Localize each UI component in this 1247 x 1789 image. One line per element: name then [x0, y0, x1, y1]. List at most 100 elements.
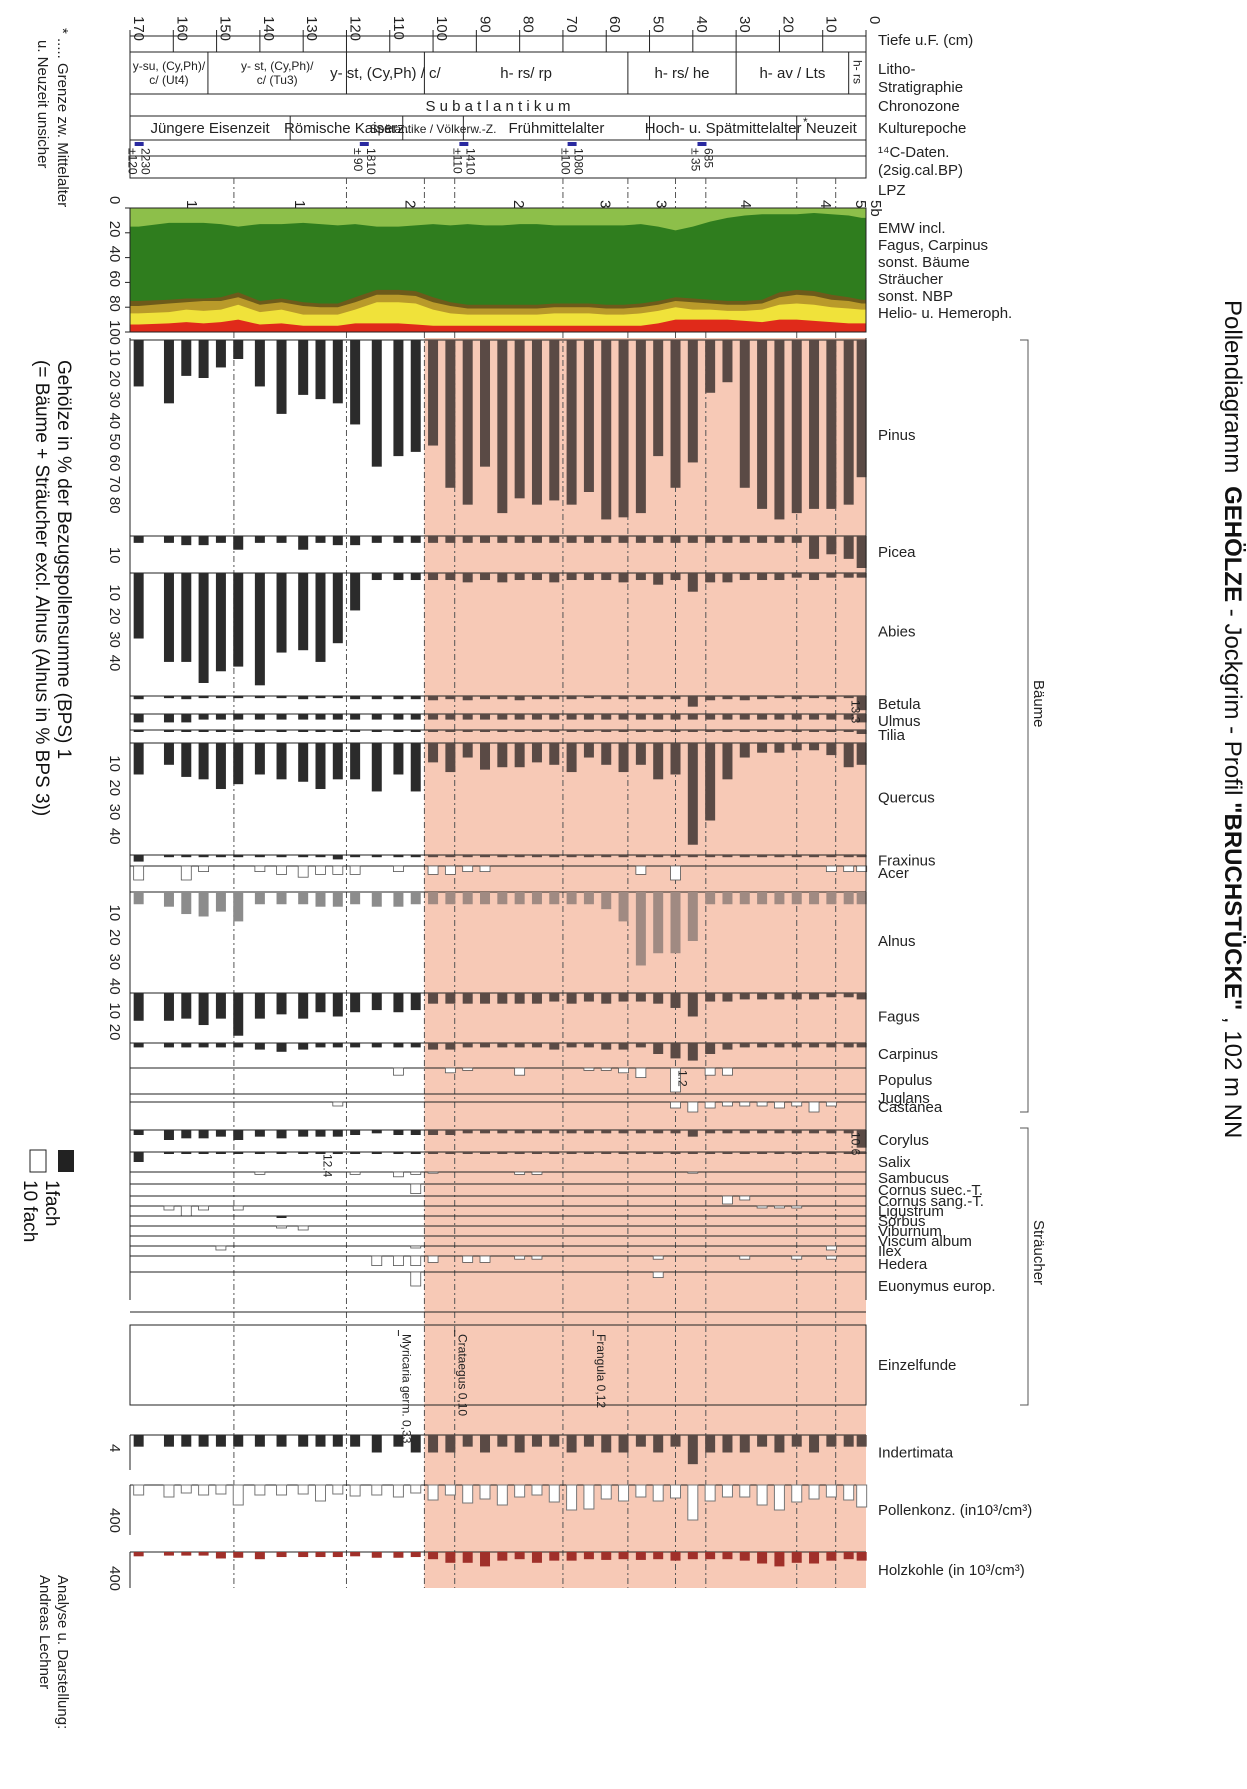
- taxon-bar: [276, 855, 287, 858]
- taxon-bar: [163, 696, 174, 699]
- taxon-bar: [531, 743, 542, 763]
- quercus-tick-label: 30: [106, 804, 123, 821]
- taxon-bar: [514, 1067, 526, 1076]
- taxon-bar: [583, 1152, 594, 1154]
- taxon-bar: [566, 1152, 577, 1154]
- taxon-bar: [566, 696, 577, 700]
- taxon-bar: [315, 536, 326, 543]
- c14-label: ¹⁴C-Daten.: [878, 144, 949, 161]
- taxon-bar: [566, 573, 577, 581]
- taxon-bar: [739, 1152, 750, 1154]
- taxon-bar: [618, 743, 629, 773]
- taxon-bar: [198, 865, 210, 872]
- taxon-bar: [722, 714, 733, 720]
- border-note-line1: * ..... Grenze zw. Mittelalter: [54, 28, 71, 207]
- taxon-bar: [531, 1043, 542, 1048]
- taxon-bar: [350, 714, 361, 720]
- taxon-bar: [350, 696, 361, 700]
- taxon-bar: [757, 855, 768, 858]
- taxon-label: Pinus: [878, 427, 916, 444]
- taxon-bar: [215, 892, 226, 912]
- charcoal-bar: [315, 1552, 326, 1558]
- taxon-bar: [583, 1067, 595, 1071]
- taxon-bar: [133, 536, 144, 543]
- pinus-tick-label: 30: [106, 391, 123, 408]
- taxon-bar: [371, 993, 382, 1011]
- taxon-bar: [393, 993, 404, 1013]
- taxon-bar: [705, 536, 716, 543]
- taxon-bar: [739, 1043, 750, 1048]
- taxon-bar: [809, 340, 820, 509]
- overview-legend-entry: sonst. Bäume: [878, 254, 970, 271]
- taxon-bar: [480, 340, 491, 467]
- taxon-bar: [618, 993, 629, 1002]
- taxon-bar: [497, 1043, 508, 1048]
- c14-date: 685: [701, 148, 715, 168]
- taxon-bar: [497, 1152, 508, 1154]
- taxon-bar: [445, 1043, 456, 1050]
- taxon-bar: [601, 536, 612, 543]
- c14-marker: [459, 142, 469, 146]
- charcoal-bar: [298, 1552, 309, 1558]
- taxon-bar: [774, 1101, 785, 1109]
- taxon-bar: [791, 573, 802, 578]
- taxon-bar: [298, 1130, 309, 1137]
- taxon-bar: [670, 865, 681, 881]
- pollen-conc-bar: [739, 1484, 751, 1498]
- taxon-bar: [332, 730, 343, 732]
- taxon-bar: [497, 696, 508, 700]
- taxon-bar: [583, 730, 594, 732]
- bottom-panels: Myricaria germ. 0,33 Crataegus 0,10 Frangu…: [106, 1324, 868, 1591]
- taxon-bar: [163, 1152, 174, 1154]
- pollen-conc-bar: [254, 1484, 266, 1496]
- taxon-bar: [480, 1152, 491, 1154]
- taxon-bar: [809, 743, 820, 751]
- taxon-bar: [583, 1043, 594, 1048]
- charcoal-bar: [332, 1552, 343, 1558]
- charcoal-bar: [276, 1552, 287, 1558]
- taxon-bar: [670, 993, 681, 1008]
- taxon-bar: [601, 696, 612, 700]
- shrubs-bracket: [1020, 1127, 1029, 1406]
- taxon-bar: [181, 892, 192, 915]
- charcoal-bar: [410, 1552, 421, 1558]
- taxon-bar: [445, 993, 456, 1004]
- taxon-bar: [618, 1043, 629, 1050]
- taxon-bar: [181, 696, 192, 700]
- overview-tick-label: 20: [106, 221, 123, 238]
- taxon-bar: [371, 855, 382, 858]
- overview-legend-entry: sonst. NBP: [878, 288, 953, 305]
- taxon-bar: [670, 536, 681, 543]
- taxon-bar: [198, 340, 209, 378]
- taxon-bar: [791, 730, 802, 732]
- charcoal-bar: [497, 1552, 508, 1561]
- taxon-bar: [462, 340, 473, 505]
- taxon-bar: [809, 1130, 820, 1134]
- taxon-bar: [393, 696, 404, 700]
- taxon-bar: [298, 696, 309, 700]
- taxon-bar: [549, 1152, 560, 1154]
- header-box: [129, 51, 867, 179]
- charcoal-bar: [601, 1552, 612, 1560]
- indeterminata-bar: [705, 1435, 716, 1453]
- charcoal-bar: [233, 1552, 244, 1558]
- taxon-bar: [198, 1152, 209, 1154]
- taxon-bar: [332, 855, 343, 860]
- indeterminata-bar: [233, 1435, 244, 1447]
- taxon-label: Viscum album: [878, 1233, 972, 1250]
- taxon-bar: [254, 865, 266, 872]
- taxon-bar: [774, 340, 785, 520]
- taxon-bar: [371, 1255, 383, 1267]
- taxon-bar: [350, 743, 361, 780]
- taxon-bar: [332, 340, 343, 404]
- pollen-conc-bar: [670, 1484, 682, 1499]
- pinus-tick-label: 20: [106, 370, 123, 387]
- pollen-conc-bar: [133, 1484, 145, 1496]
- taxon-bar: [479, 1255, 491, 1263]
- taxon-bar: [583, 892, 594, 905]
- abies-tick-label: 20: [106, 608, 123, 625]
- taxon-bar: [739, 892, 750, 905]
- taxon-bar: [635, 993, 646, 1002]
- taxon-bar: [393, 714, 404, 720]
- pollen-conc-bar: [392, 1484, 404, 1498]
